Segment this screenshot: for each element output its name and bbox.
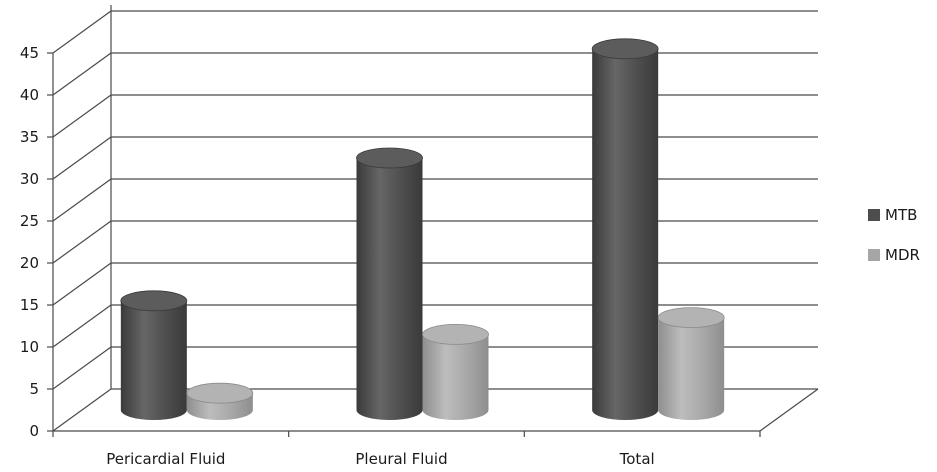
- bar-top: [591, 38, 659, 60]
- side-gridline-45: [52, 10, 112, 54]
- y-tick-label: 25: [20, 212, 39, 230]
- y-tick-label: 20: [20, 254, 39, 272]
- legend-item: MTB: [868, 206, 917, 224]
- bar-body: [592, 48, 659, 421]
- bar-body: [120, 300, 187, 420]
- legend-swatch: [868, 249, 880, 261]
- legend: MTB MDR: [868, 206, 920, 264]
- bar-body: [658, 317, 725, 420]
- floor-right-edge: [759, 388, 819, 432]
- y-tick-label: 5: [29, 380, 39, 398]
- side-gridline-0: [52, 388, 112, 432]
- legend-swatch: [868, 209, 880, 221]
- y-tick-label: 15: [20, 296, 39, 314]
- bar-top: [186, 382, 254, 404]
- bar: [591, 38, 659, 421]
- bar: [422, 323, 489, 420]
- bar: [120, 290, 188, 420]
- y-tick-label: 40: [20, 86, 39, 104]
- side-gridline-30: [52, 136, 112, 180]
- y-tick-label: 0: [29, 422, 39, 440]
- x-tick-label: Pericardial Fluid: [106, 450, 225, 468]
- bars: [120, 38, 725, 421]
- y-tick-label: 35: [20, 128, 39, 146]
- bar: [657, 307, 725, 420]
- x-tick-label: Pleural Fluid: [355, 450, 447, 468]
- y-tick-labels: 0 5 10 15 20 25 30 35 40 45: [20, 44, 39, 440]
- bar-top: [356, 147, 423, 169]
- side-gridline-5: [52, 346, 112, 390]
- gridlines: [52, 10, 818, 432]
- bar-top: [120, 290, 188, 312]
- bar-body: [356, 158, 423, 420]
- side-gridline-15: [52, 262, 112, 306]
- y-tick-label: 30: [20, 170, 39, 188]
- bar: [186, 382, 254, 420]
- side-gridline-25: [52, 178, 112, 222]
- bar-top: [657, 307, 725, 329]
- side-gridline-20: [52, 220, 112, 264]
- axes: [47, 5, 819, 437]
- bar: [356, 147, 423, 420]
- side-gridline-35: [52, 94, 112, 138]
- y-tick-label: 45: [20, 44, 39, 62]
- x-tick-label: Total: [619, 450, 655, 468]
- x-tick-labels: Pericardial Fluid Pleural Fluid Total: [106, 450, 654, 468]
- legend-label: MDR: [885, 246, 920, 264]
- legend-item: MDR: [868, 246, 920, 264]
- y-tick-label: 10: [20, 338, 39, 356]
- bar-top: [422, 323, 489, 345]
- legend-label: MTB: [885, 206, 917, 224]
- side-gridline-10: [52, 304, 112, 348]
- side-gridline-40: [52, 52, 112, 96]
- bar-body: [422, 334, 489, 420]
